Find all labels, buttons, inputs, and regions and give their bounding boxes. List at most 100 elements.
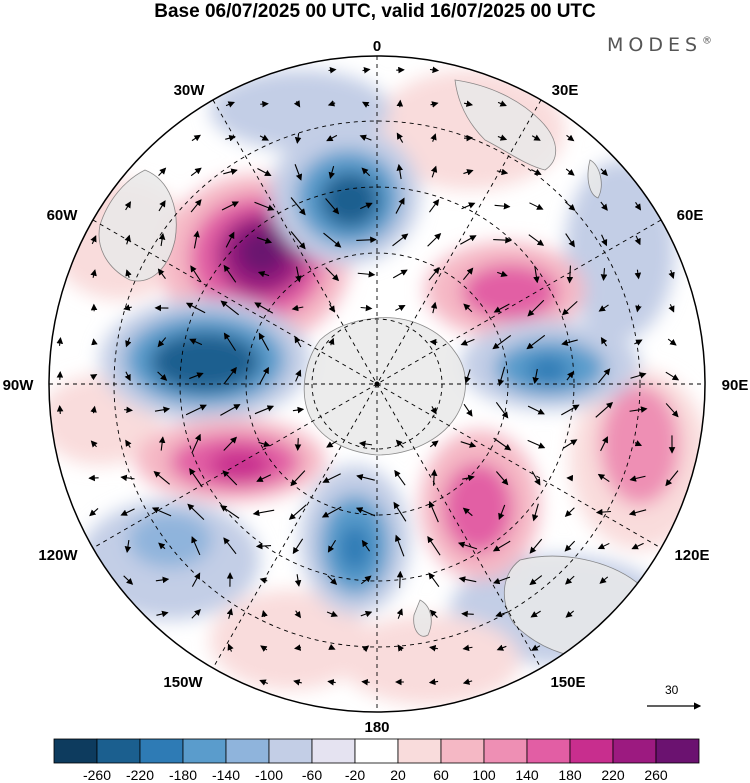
wind-vector	[529, 538, 543, 554]
wind-vector	[295, 369, 302, 382]
wind-vector	[561, 339, 578, 346]
wind-vector	[665, 470, 679, 487]
wind-vector	[533, 265, 540, 284]
colorbar-swatch	[225, 738, 270, 764]
wind-vector	[531, 134, 541, 141]
reference-vector-label: 30	[665, 683, 679, 697]
wind-vector	[631, 542, 644, 550]
wind-vector	[429, 338, 438, 346]
wind-vector	[222, 470, 238, 486]
wind-vector	[259, 134, 269, 141]
wind-vector	[360, 202, 373, 210]
anomaly-patch	[210, 590, 370, 690]
wind-vector	[598, 304, 609, 312]
wind-vector	[294, 644, 302, 651]
wind-vector	[600, 268, 608, 281]
wind-vector	[89, 373, 98, 381]
wind-vector	[634, 440, 643, 447]
anomaly-center	[462, 264, 558, 320]
wind-vector	[153, 470, 171, 485]
label-180: 180	[364, 719, 389, 736]
wind-vector	[531, 168, 542, 175]
wind-vector	[255, 542, 272, 550]
wind-vector	[395, 305, 406, 312]
wind-vector	[392, 233, 409, 247]
colorbar-tick-label: -60	[302, 767, 322, 783]
anomaly-center	[210, 449, 270, 481]
wind-vector	[599, 576, 609, 584]
madagascar	[587, 159, 602, 199]
wind-vector	[427, 535, 441, 556]
wind-vector	[157, 268, 166, 280]
wind-vector	[155, 576, 170, 584]
wind-vector	[254, 201, 275, 211]
label-150w: 150W	[163, 674, 203, 691]
wind-vector	[667, 338, 677, 346]
wind-vector	[463, 100, 474, 107]
wind-vector	[601, 234, 608, 247]
wind-vector	[566, 371, 574, 381]
colorbar-swatch	[569, 738, 614, 764]
wind-vector	[429, 440, 439, 448]
wind-vector	[90, 235, 97, 245]
wind-vector	[293, 100, 301, 108]
wind-vector	[634, 339, 643, 346]
wind-vector	[362, 67, 371, 74]
wind-vector	[361, 167, 371, 177]
wind-vector	[290, 197, 306, 216]
wind-vector	[429, 66, 440, 74]
wind-vector	[464, 369, 471, 384]
wind-vector	[295, 266, 302, 283]
wind-vector	[565, 575, 575, 585]
wind-vector	[226, 608, 234, 619]
wind-vector	[463, 303, 473, 313]
wind-vector	[395, 439, 404, 448]
wind-vector	[492, 540, 511, 552]
wind-vector	[294, 336, 302, 348]
colorbar-tick-label: 260	[644, 767, 668, 783]
wind-vector	[356, 236, 377, 244]
wind-vector	[495, 402, 509, 419]
wind-vector	[497, 134, 508, 141]
label-60w: 60W	[47, 207, 79, 224]
wind-vector	[355, 507, 376, 517]
wind-vector	[158, 200, 166, 212]
wind-vector	[223, 366, 237, 385]
wind-vector	[600, 436, 608, 452]
wind-vector	[185, 404, 207, 416]
label-60e: 60E	[677, 207, 704, 224]
wind-vector	[361, 101, 370, 108]
colorbar-swatch	[311, 738, 356, 764]
wind-vector	[463, 169, 474, 176]
wind-vector	[294, 438, 302, 451]
wind-vector	[635, 304, 642, 313]
wind-vector	[151, 507, 172, 517]
wind-vector	[564, 201, 576, 211]
wind-vector	[430, 165, 438, 178]
wind-vector	[396, 163, 404, 180]
wind-vector	[292, 538, 304, 555]
wind-vector	[294, 574, 302, 587]
wind-vector	[565, 168, 575, 176]
wind-vector	[630, 372, 647, 379]
wind-vector	[395, 197, 405, 214]
wind-vector	[629, 475, 646, 482]
colorbar-swatch	[397, 738, 442, 764]
wind-vector	[223, 436, 237, 451]
wind-vector	[227, 643, 234, 652]
wind-vector	[628, 509, 647, 516]
wind-vector	[495, 471, 509, 486]
wind-vector	[158, 232, 166, 247]
wind-vector	[157, 371, 168, 381]
wind-vector	[527, 439, 546, 449]
wind-vector	[158, 436, 166, 451]
wind-vector	[527, 299, 545, 317]
new-zealand	[413, 599, 432, 637]
wind-vector	[462, 507, 473, 517]
wind-vector	[91, 338, 98, 346]
wind-vector	[561, 300, 578, 316]
africa	[454, 79, 557, 171]
wind-vector	[460, 441, 477, 448]
wind-vector	[288, 504, 307, 520]
wind-vector	[187, 503, 205, 521]
